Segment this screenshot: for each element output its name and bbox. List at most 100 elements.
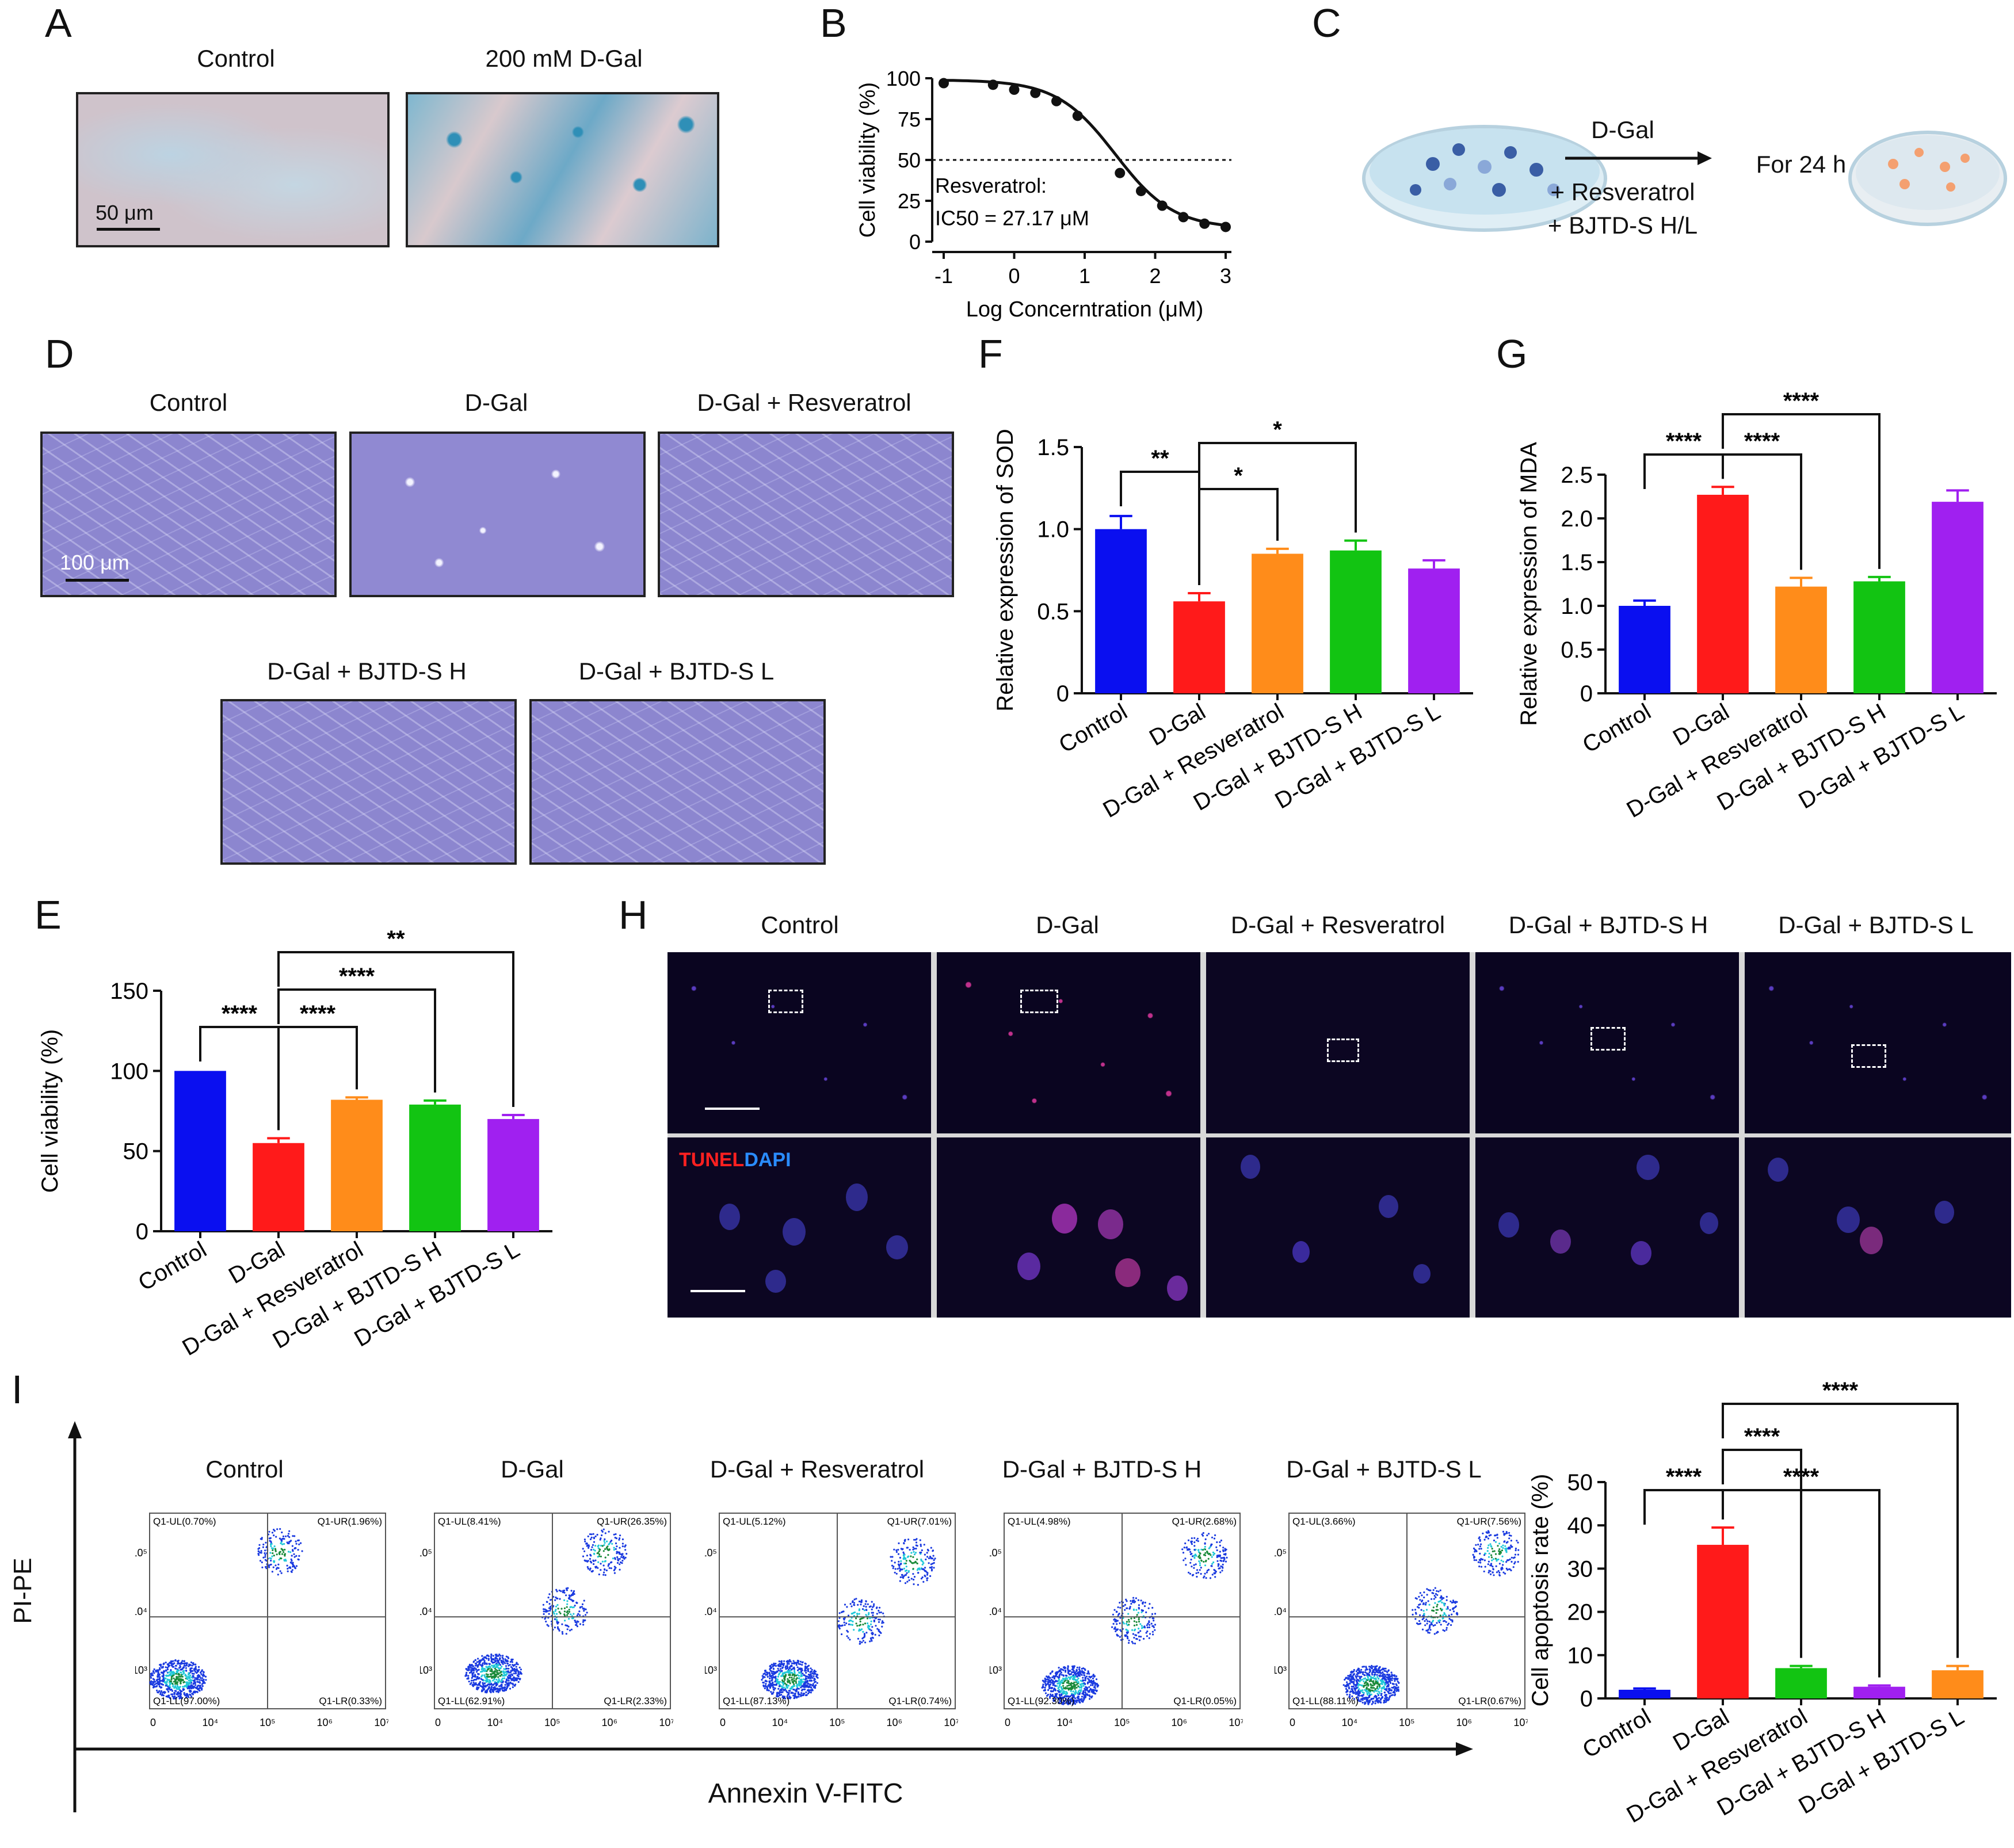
event-dot — [870, 1639, 872, 1641]
flow-x-tick-label: 10⁴ — [487, 1717, 504, 1728]
event-dot — [1494, 1557, 1497, 1560]
event-dot — [870, 1629, 872, 1632]
event-dot — [1138, 1620, 1140, 1623]
event-dot — [465, 1668, 467, 1670]
event-dot — [1422, 1617, 1425, 1620]
event-dot — [1480, 1548, 1482, 1550]
event-dot — [1513, 1556, 1516, 1559]
event-dot — [1148, 1621, 1150, 1624]
event-dot — [1066, 1682, 1068, 1684]
event-dot — [903, 1556, 905, 1559]
phase-image-dgal — [349, 432, 646, 597]
x-tick-label: Control — [134, 1237, 211, 1296]
event-dot — [1074, 1693, 1076, 1696]
event-dot — [876, 1613, 878, 1615]
event-dot — [909, 1560, 911, 1562]
event-dot — [516, 1674, 518, 1677]
event-dot — [1398, 1682, 1400, 1684]
event-dot — [545, 1620, 547, 1622]
significance-bracket — [1643, 453, 1724, 489]
event-dot — [1390, 1689, 1393, 1692]
event-dot — [1432, 1606, 1435, 1609]
event-dot — [1386, 1696, 1388, 1698]
event-dot — [1504, 1533, 1506, 1535]
event-dot — [260, 1550, 262, 1552]
flow-y-tick-label: 10⁴ — [1275, 1606, 1287, 1617]
bar — [487, 1118, 539, 1231]
event-dot — [1119, 1606, 1122, 1609]
event-dot — [189, 1689, 192, 1692]
arrow-head — [1698, 151, 1712, 165]
nucleus — [765, 1270, 786, 1293]
event-dot — [1372, 1682, 1375, 1684]
event-dot — [1426, 1588, 1428, 1590]
tunel-overview-resveratrol — [1206, 952, 1470, 1133]
event-dot — [508, 1664, 510, 1667]
event-dot — [1377, 1688, 1379, 1690]
event-dot — [594, 1545, 597, 1547]
event-dot — [582, 1619, 585, 1621]
event-dot — [265, 1566, 267, 1568]
event-dot — [849, 1603, 852, 1605]
event-dot — [1051, 1682, 1054, 1684]
event-dot — [1220, 1557, 1222, 1559]
event-dot — [1125, 1598, 1127, 1601]
event-dot — [1047, 1681, 1049, 1683]
event-dot — [467, 1677, 470, 1679]
event-dot — [1368, 1666, 1371, 1668]
event-dot — [1436, 1622, 1438, 1624]
event-dot — [1139, 1623, 1142, 1625]
event-dot — [879, 1606, 881, 1609]
event-dot — [1063, 1667, 1066, 1670]
arrow-top-label: D-Gal — [1591, 116, 1654, 143]
event-dot — [1370, 1686, 1372, 1689]
event-dot — [1452, 1608, 1454, 1610]
event-dot — [1478, 1548, 1481, 1550]
event-dot — [500, 1680, 503, 1682]
event-dot — [487, 1658, 490, 1660]
event-dot — [560, 1590, 562, 1593]
event-dot — [183, 1693, 185, 1696]
event-dot — [276, 1553, 278, 1556]
event-dot — [1069, 1701, 1071, 1704]
event-dot — [1419, 1592, 1421, 1594]
tunel-zoom-bjtd-h — [1475, 1137, 1739, 1318]
flow-y-label: PI-PE — [9, 1557, 37, 1624]
flow-plot: Q1-UL(8.41%) Q1-UR(26.35%)Q1-LL(62.91%) Q1… — [420, 1513, 673, 1728]
event-dot — [499, 1664, 502, 1666]
event-dot — [1138, 1631, 1140, 1633]
event-dot — [1211, 1563, 1214, 1565]
event-dot — [1419, 1603, 1421, 1605]
event-dot — [189, 1669, 192, 1671]
event-dot — [476, 1661, 478, 1663]
event-dot — [1127, 1618, 1130, 1621]
flow-plot: Q1-UL(3.66%) Q1-UR(7.56%)Q1-LL(88.11%) Q1-… — [1275, 1513, 1528, 1728]
event-dot — [565, 1587, 567, 1590]
event-dot — [1148, 1637, 1150, 1639]
event-dot — [473, 1678, 476, 1681]
event-dot — [568, 1618, 570, 1620]
event-dot — [1049, 1693, 1052, 1696]
event-dot — [1488, 1534, 1490, 1537]
event-dot — [566, 1611, 568, 1613]
event-dot — [1384, 1699, 1387, 1701]
event-dot — [1148, 1626, 1151, 1629]
event-dot — [1445, 1599, 1448, 1601]
event-dot — [1096, 1684, 1098, 1686]
event-dot — [166, 1667, 169, 1669]
event-dot — [1071, 1671, 1074, 1674]
event-dot — [170, 1670, 173, 1673]
event-dot — [1448, 1614, 1450, 1617]
event-dot — [483, 1669, 485, 1671]
event-dot — [176, 1676, 178, 1678]
event-dot — [159, 1682, 161, 1685]
event-dot — [1067, 1670, 1070, 1672]
event-dot — [1123, 1622, 1125, 1625]
event-dot — [579, 1606, 582, 1608]
event-dot — [477, 1687, 479, 1690]
event-dot — [766, 1688, 768, 1690]
event-dot — [1490, 1556, 1493, 1559]
event-dot — [1514, 1561, 1516, 1563]
event-dot — [869, 1623, 872, 1625]
tunel-overview-bjtd-l — [1745, 952, 2011, 1133]
